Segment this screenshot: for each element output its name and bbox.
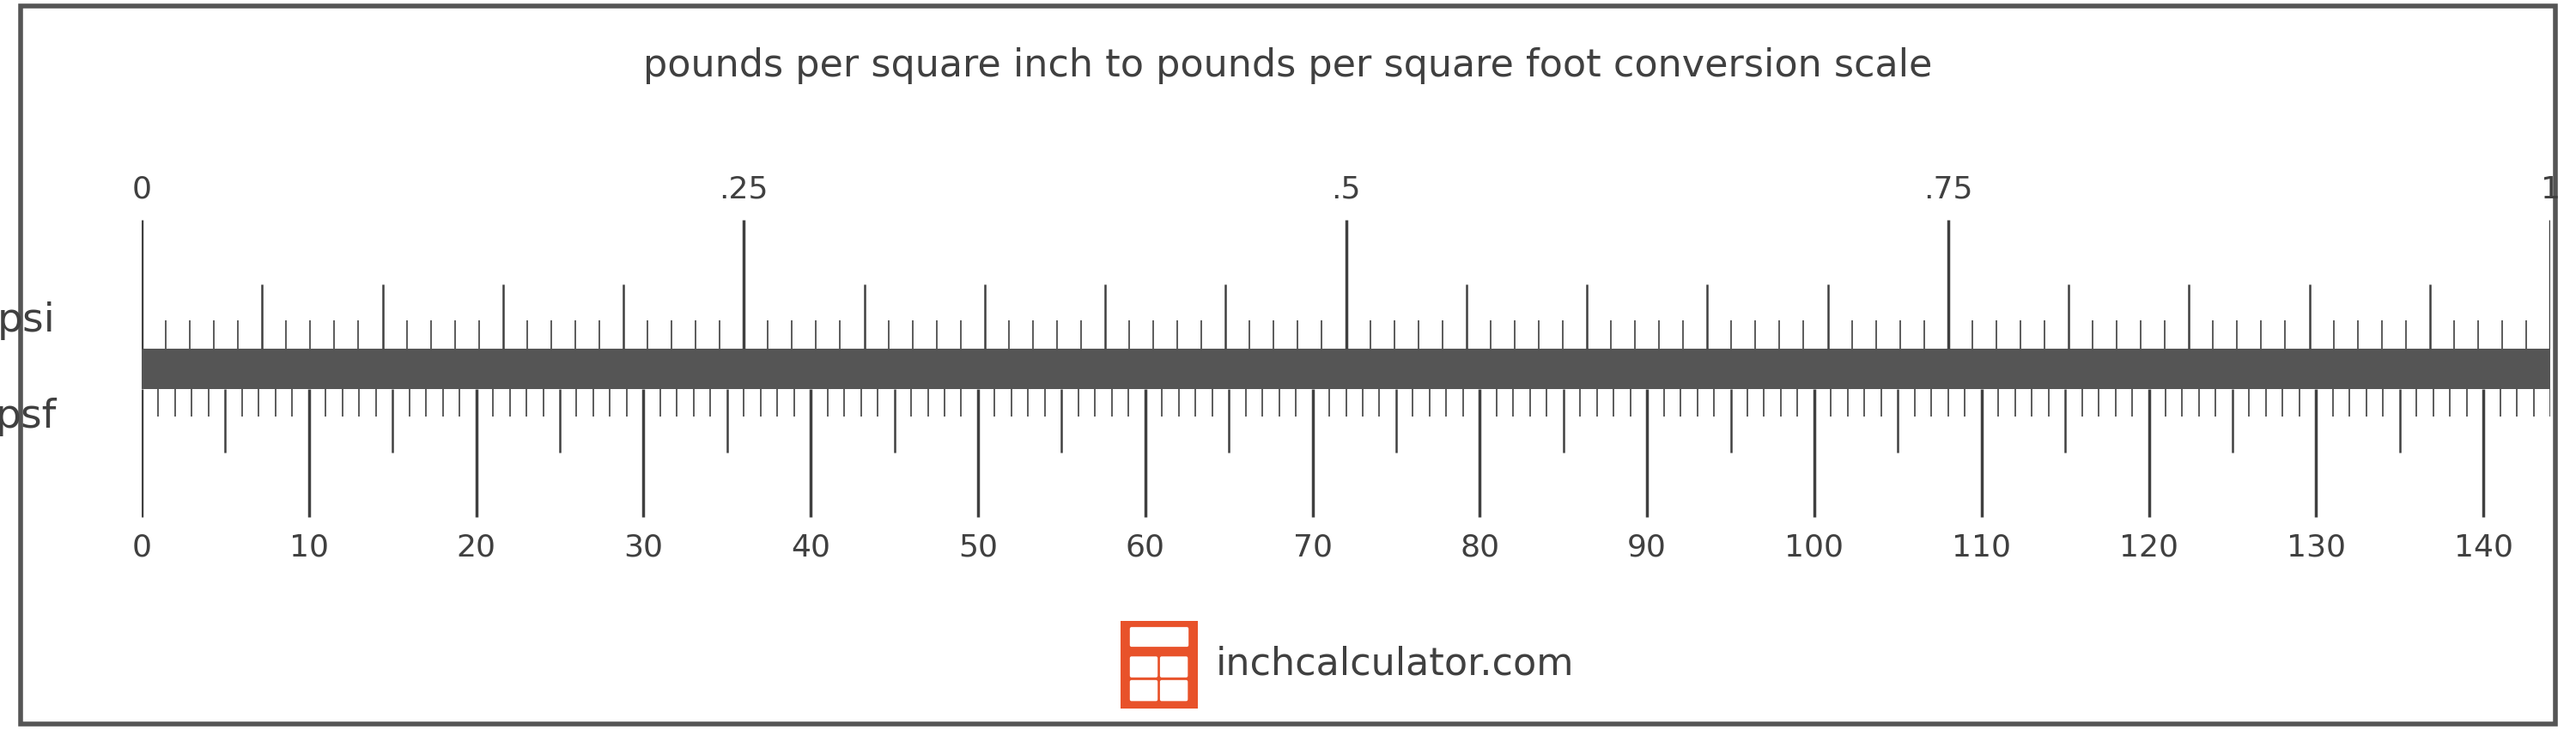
FancyBboxPatch shape — [1159, 680, 1188, 701]
Text: 30: 30 — [623, 533, 662, 563]
Text: 0: 0 — [131, 533, 152, 563]
Text: 80: 80 — [1461, 533, 1499, 563]
Text: 50: 50 — [958, 533, 997, 563]
Text: 130: 130 — [2287, 533, 2347, 563]
Text: 140: 140 — [2455, 533, 2514, 563]
Text: 10: 10 — [289, 533, 330, 563]
Text: .75: .75 — [1924, 174, 1973, 204]
Text: 100: 100 — [1785, 533, 1844, 563]
Text: 60: 60 — [1126, 533, 1164, 563]
Text: 1: 1 — [2540, 174, 2561, 204]
FancyBboxPatch shape — [1131, 627, 1188, 647]
Text: psf: psf — [0, 398, 57, 436]
Text: .5: .5 — [1332, 174, 1360, 204]
FancyBboxPatch shape — [1118, 616, 1200, 712]
Text: pounds per square inch to pounds per square foot conversion scale: pounds per square inch to pounds per squ… — [644, 47, 1932, 84]
Text: .25: .25 — [719, 174, 768, 204]
FancyBboxPatch shape — [1131, 680, 1157, 701]
FancyBboxPatch shape — [1131, 656, 1157, 677]
Bar — [142, 349, 2550, 388]
Text: 90: 90 — [1628, 533, 1667, 563]
Text: 120: 120 — [2120, 533, 2179, 563]
Text: inchcalculator.com: inchcalculator.com — [1216, 646, 1574, 683]
Text: 70: 70 — [1293, 533, 1332, 563]
Text: 40: 40 — [791, 533, 829, 563]
Text: 110: 110 — [1953, 533, 2012, 563]
Text: 0: 0 — [131, 174, 152, 204]
Text: psi: psi — [0, 301, 54, 339]
Text: 20: 20 — [456, 533, 497, 563]
FancyBboxPatch shape — [1159, 656, 1188, 677]
